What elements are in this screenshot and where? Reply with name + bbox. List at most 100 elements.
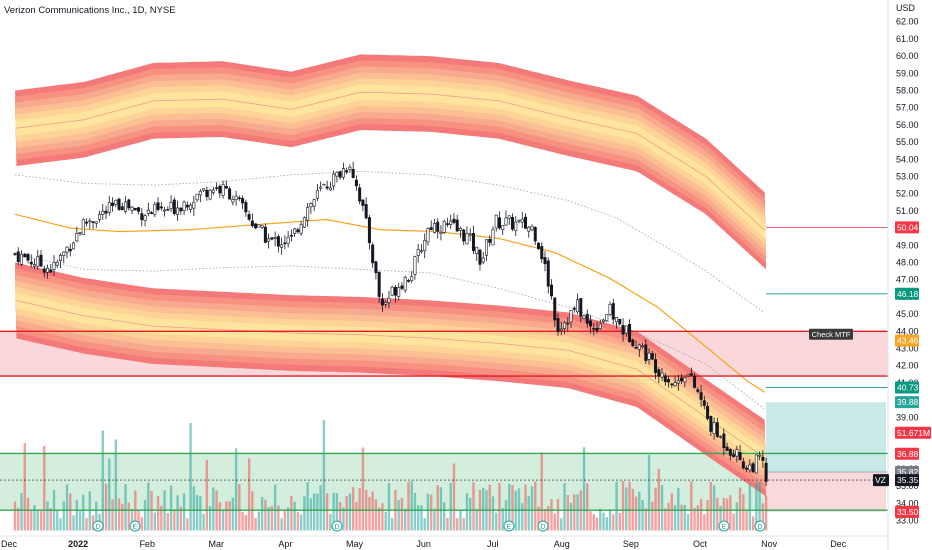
candle-body[interactable] — [507, 215, 511, 219]
candle-body[interactable] — [644, 344, 648, 361]
candle-body[interactable] — [745, 467, 749, 470]
candle-body[interactable] — [751, 463, 755, 473]
candle-body[interactable] — [488, 239, 492, 243]
candle-body[interactable] — [569, 310, 573, 323]
candle-body[interactable] — [354, 179, 358, 187]
candle-body[interactable] — [533, 227, 537, 242]
candle-body[interactable] — [16, 251, 20, 263]
candle-body[interactable] — [501, 225, 505, 231]
candle-body[interactable] — [390, 286, 394, 296]
candle-body[interactable] — [156, 202, 160, 210]
candle-body[interactable] — [641, 345, 645, 348]
candle-body[interactable] — [117, 198, 121, 210]
candle-body[interactable] — [689, 373, 693, 376]
candle-body[interactable] — [315, 190, 319, 199]
candle-body[interactable] — [592, 328, 596, 330]
candle-body[interactable] — [36, 256, 40, 267]
candle-body[interactable] — [423, 240, 427, 252]
event-marker-d[interactable]: D — [331, 520, 343, 532]
candle-body[interactable] — [59, 254, 63, 262]
candle-body[interactable] — [234, 195, 238, 201]
candle-body[interactable] — [263, 226, 267, 243]
candle-body[interactable] — [419, 250, 423, 253]
candle-body[interactable] — [286, 236, 290, 244]
candle-body[interactable] — [696, 389, 700, 392]
candle-body[interactable] — [602, 319, 606, 322]
candle-body[interactable] — [78, 232, 82, 234]
candle-body[interactable] — [111, 202, 115, 206]
candle-body[interactable] — [397, 287, 401, 297]
candle-body[interactable] — [289, 234, 293, 237]
candle-body[interactable] — [322, 183, 326, 186]
candle-body[interactable] — [26, 253, 30, 261]
candle-body[interactable] — [709, 416, 713, 432]
candle-body[interactable] — [676, 380, 680, 384]
event-marker-e[interactable]: E — [129, 520, 141, 532]
candle-body[interactable] — [62, 251, 66, 256]
candle-body[interactable] — [224, 185, 228, 189]
candle-body[interactable] — [439, 232, 443, 234]
candle-body[interactable] — [185, 204, 189, 208]
candle-body[interactable] — [384, 302, 388, 305]
candle-body[interactable] — [231, 199, 235, 203]
candle-body[interactable] — [120, 206, 124, 211]
candle-body[interactable] — [374, 261, 378, 274]
candle-body[interactable] — [104, 210, 108, 214]
candle-body[interactable] — [416, 249, 420, 256]
candle-body[interactable] — [413, 256, 417, 275]
candle-body[interactable] — [244, 202, 248, 213]
candle-body[interactable] — [179, 207, 183, 212]
candle-body[interactable] — [293, 228, 297, 234]
candle-body[interactable] — [667, 379, 671, 383]
candle-body[interactable] — [332, 173, 336, 187]
candle-body[interactable] — [133, 207, 137, 211]
candle-body[interactable] — [657, 369, 661, 377]
candle-body[interactable] — [660, 372, 664, 378]
candle-body[interactable] — [101, 210, 105, 215]
candle-body[interactable] — [455, 219, 459, 232]
candle-body[interactable] — [218, 185, 222, 194]
candle-body[interactable] — [478, 249, 482, 265]
candle-body[interactable] — [195, 193, 199, 201]
check-mtf-note[interactable]: Check MTF — [809, 328, 853, 340]
candle-body[interactable] — [140, 213, 144, 221]
candle-body[interactable] — [732, 454, 736, 457]
candle-body[interactable] — [75, 232, 79, 242]
candle-body[interactable] — [114, 199, 118, 205]
event-marker-d[interactable]: D — [92, 520, 104, 532]
candle-body[interactable] — [754, 454, 758, 474]
candle-body[interactable] — [88, 220, 92, 223]
candle-body[interactable] — [29, 261, 33, 265]
candle-body[interactable] — [23, 253, 27, 258]
candle-body[interactable] — [693, 375, 697, 388]
candle-body[interactable] — [283, 242, 287, 245]
candle-body[interactable] — [559, 328, 563, 331]
candle-body[interactable] — [215, 187, 219, 189]
candle-body[interactable] — [68, 248, 72, 252]
candle-body[interactable] — [436, 221, 440, 232]
candle-body[interactable] — [198, 191, 202, 196]
candle-body[interactable] — [358, 187, 362, 202]
candle-body[interactable] — [146, 209, 150, 214]
candle-body[interactable] — [445, 223, 449, 225]
candle-body[interactable] — [169, 202, 173, 209]
candle-body[interactable] — [127, 199, 131, 209]
candle-body[interactable] — [550, 284, 554, 297]
candle-body[interactable] — [192, 201, 196, 209]
candle-body[interactable] — [299, 224, 303, 234]
candle-body[interactable] — [624, 325, 628, 334]
candle-body[interactable] — [377, 272, 381, 297]
candle-body[interactable] — [471, 232, 475, 252]
candle-body[interactable] — [484, 239, 488, 256]
candle-body[interactable] — [65, 246, 69, 253]
candle-body[interactable] — [504, 217, 508, 226]
candle-body[interactable] — [208, 189, 212, 200]
candle-body[interactable] — [52, 262, 56, 270]
candle-body[interactable] — [426, 228, 430, 243]
candle-body[interactable] — [608, 303, 612, 315]
candle-body[interactable] — [273, 237, 277, 239]
candle-body[interactable] — [205, 189, 209, 197]
candle-body[interactable] — [637, 344, 641, 350]
candle-body[interactable] — [523, 216, 527, 229]
